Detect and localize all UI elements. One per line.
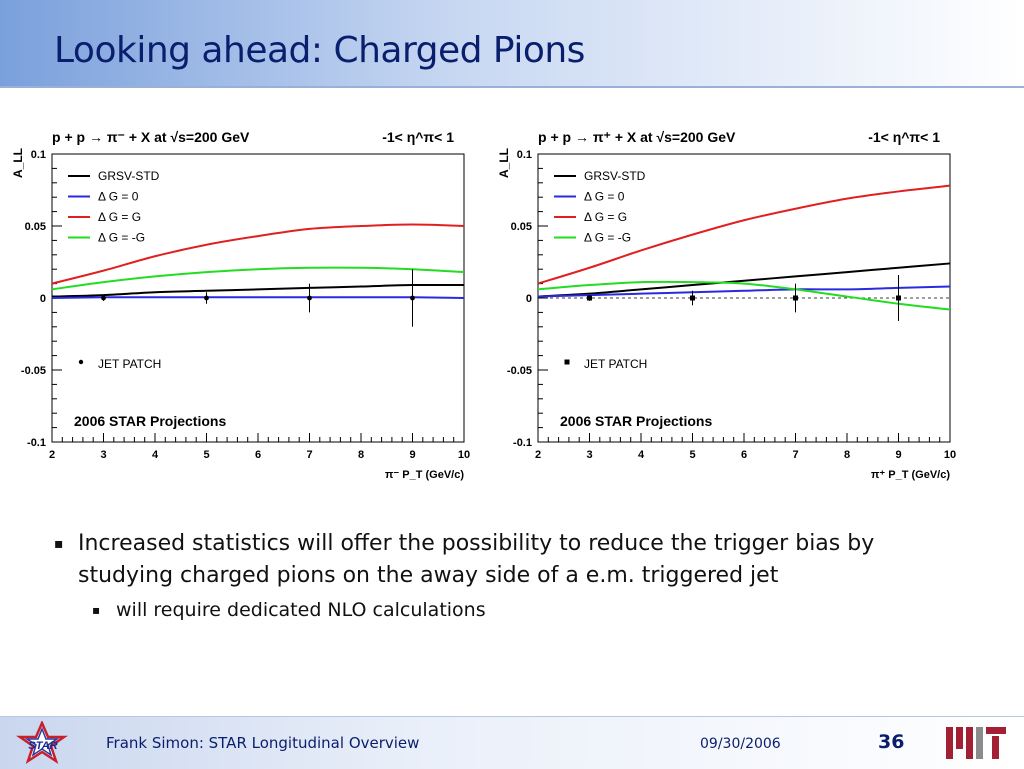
series-line: [537, 285, 951, 298]
x-tick-label: 4: [638, 449, 645, 461]
x-tick-label: 7: [792, 449, 798, 461]
x-tick-label: 9: [409, 449, 415, 461]
data-point: [587, 295, 592, 301]
x-tick-label: 10: [458, 449, 470, 461]
header-band: [0, 0, 1024, 86]
y-tick-label: 0.1: [517, 149, 532, 161]
jet-patch-marker: [564, 359, 570, 365]
legend-entry: Δ G = G: [98, 210, 141, 224]
x-tick-label: 2: [535, 449, 541, 461]
bullet-item: ▪ Increased statistics will offer the po…: [54, 528, 954, 592]
y-tick-label: 0: [40, 293, 46, 305]
x-tick-label: 6: [741, 449, 747, 461]
mit-logo-icon: [946, 727, 1006, 759]
series-line: [537, 280, 951, 311]
x-tick-label: 7: [306, 449, 312, 461]
footer-presenter: Frank Simon: STAR Longitudinal Overview: [106, 734, 420, 752]
footer-date: 09/30/2006: [700, 736, 781, 752]
series-line: [51, 266, 465, 291]
projection-label: 2006 STAR Projections: [560, 413, 712, 429]
x-axis-label: π⁻ P_T (GeV/c): [385, 469, 464, 481]
data-point: [690, 295, 695, 301]
chart-pi-plus: p + p → π⁺ + X at √s=200 GeV -1< η^π< 1 -0…: [494, 118, 974, 490]
legend-entry: GRSV-STD: [98, 169, 160, 183]
sub-bullet-item: ▪ will require dedicated NLO calculation…: [54, 596, 954, 624]
x-tick-label: 5: [689, 449, 695, 461]
series-line: [537, 262, 951, 298]
x-tick-label: 4: [152, 449, 159, 461]
bullet-text: Increased statistics will offer the poss…: [78, 531, 875, 588]
data-point: [204, 295, 209, 301]
chart-pi-minus-svg: p + p → π⁻ + X at √s=200 GeV -1< η^π< 1 -0…: [11, 129, 470, 481]
x-tick-label: 2: [49, 449, 55, 461]
y-axis-label: A_LL: [11, 148, 25, 178]
legend-entry: Δ G = 0: [98, 190, 139, 204]
chart-title: p + p → π⁺ + X at √s=200 GeV: [538, 129, 736, 145]
y-tick-label: -0.05: [21, 365, 46, 377]
projection-label: 2006 STAR Projections: [74, 413, 226, 429]
page-number: 36: [878, 731, 905, 753]
footer: STAR Frank Simon: STAR Longitudinal Over…: [0, 716, 1024, 769]
series-line: [51, 296, 465, 299]
bullet-marker-icon: ▪: [54, 536, 64, 552]
legend-entry: Δ G = -G: [98, 231, 145, 245]
jet-patch-label: JET PATCH: [98, 357, 161, 371]
data-point: [101, 295, 106, 301]
x-tick-label: 5: [203, 449, 209, 461]
legend-entry: Δ G = 0: [584, 190, 625, 204]
chart-title: p + p → π⁻ + X at √s=200 GeV: [52, 129, 250, 145]
y-tick-label: 0.1: [31, 149, 46, 161]
sub-bullet-marker-icon: ▪: [92, 603, 101, 617]
legend-entry: Δ G = -G: [584, 231, 631, 245]
chart-pi-plus-svg: p + p → π⁺ + X at √s=200 GeV -1< η^π< 1 -0…: [497, 129, 956, 481]
sub-bullet-text: will require dedicated NLO calculations: [116, 599, 486, 621]
data-point: [896, 295, 901, 301]
x-tick-label: 3: [100, 449, 106, 461]
data-point: [410, 295, 415, 301]
data-point: [307, 295, 312, 301]
chart-eta-range: -1< η^π< 1: [382, 129, 454, 145]
chart-eta-range: -1< η^π< 1: [868, 129, 940, 145]
series-line: [537, 184, 951, 285]
y-tick-label: -0.1: [27, 437, 46, 449]
y-tick-label: 0: [526, 293, 532, 305]
jet-patch-marker: [78, 359, 84, 365]
y-tick-label: -0.1: [513, 437, 532, 449]
jet-patch-label: JET PATCH: [584, 357, 647, 371]
y-axis-label: A_LL: [497, 148, 511, 178]
legend-entry: GRSV-STD: [584, 169, 646, 183]
x-axis-label: π⁺ P_T (GeV/c): [871, 469, 950, 481]
star-logo-icon: STAR: [15, 721, 69, 764]
star-logo-text: STAR: [28, 740, 57, 752]
y-tick-label: 0.05: [25, 221, 46, 233]
x-tick-label: 8: [844, 449, 850, 461]
legend-entry: Δ G = G: [584, 210, 627, 224]
x-tick-label: 9: [895, 449, 901, 461]
x-tick-label: 6: [255, 449, 261, 461]
slide-title: Looking ahead: Charged Pions: [54, 30, 585, 71]
chart-pi-minus: p + p → π⁻ + X at √s=200 GeV -1< η^π< 1 -0…: [8, 118, 488, 490]
x-tick-label: 10: [944, 449, 956, 461]
series-line: [51, 223, 465, 285]
x-tick-label: 8: [358, 449, 364, 461]
x-tick-label: 3: [586, 449, 592, 461]
y-tick-label: 0.05: [511, 221, 532, 233]
data-point: [793, 295, 798, 301]
series-line: [51, 283, 465, 298]
header-divider: [0, 86, 1024, 88]
y-tick-label: -0.05: [507, 365, 532, 377]
bullet-list: ▪ Increased statistics will offer the po…: [54, 528, 954, 624]
